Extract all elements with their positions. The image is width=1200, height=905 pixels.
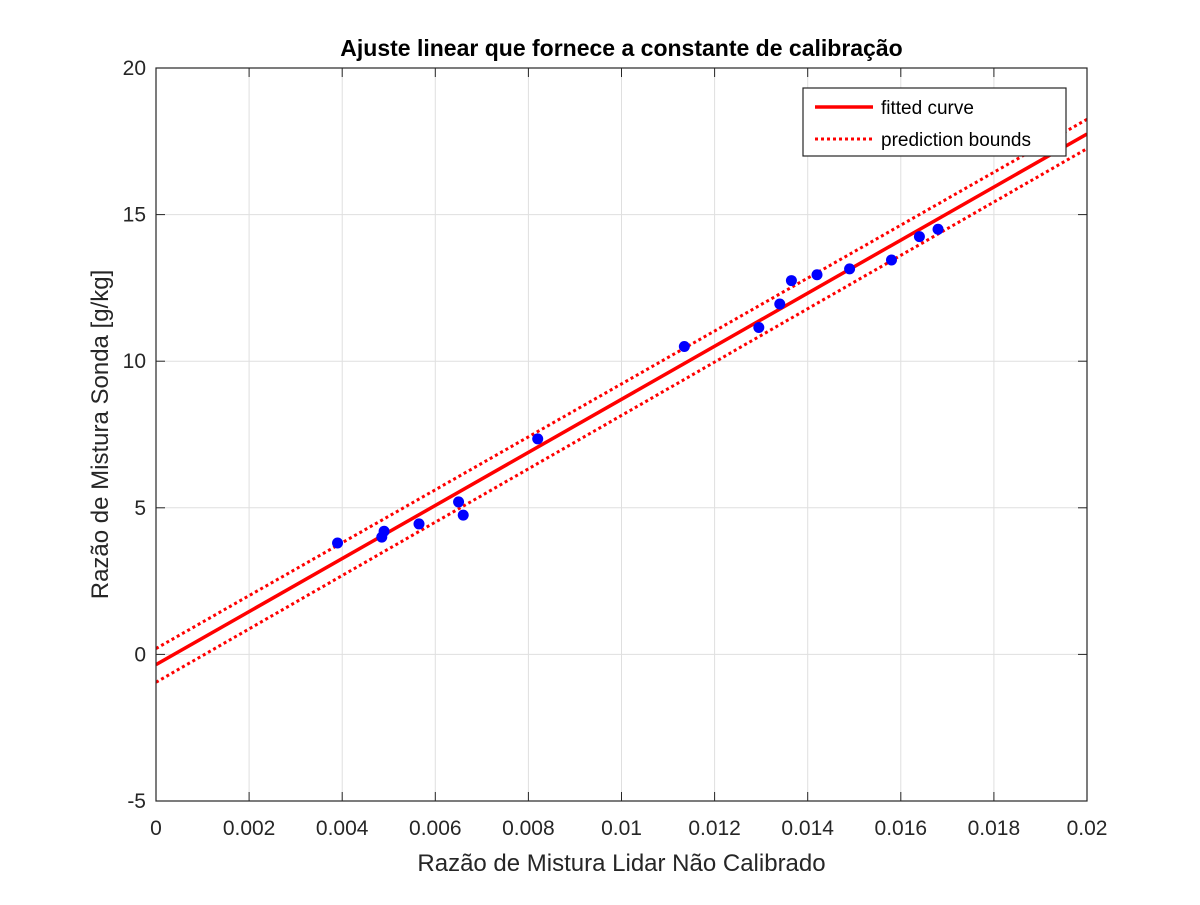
x-tick-label: 0.018 bbox=[968, 817, 1021, 840]
y-tick-label: 20 bbox=[123, 57, 146, 80]
y-tick-label: 0 bbox=[134, 643, 146, 666]
data-point bbox=[413, 518, 425, 530]
x-tick-label: 0.01 bbox=[601, 817, 642, 840]
y-tick-label: 15 bbox=[123, 204, 146, 227]
data-point bbox=[453, 496, 465, 508]
data-point bbox=[932, 223, 944, 235]
x-tick-label: 0 bbox=[150, 817, 162, 840]
x-tick-label: 0.016 bbox=[875, 817, 928, 840]
y-tick-label: -5 bbox=[127, 790, 146, 813]
data-point bbox=[332, 537, 344, 549]
y-tick-label: 10 bbox=[123, 350, 146, 373]
x-tick-label: 0.004 bbox=[316, 817, 369, 840]
data-point bbox=[844, 263, 856, 275]
legend-label: fitted curve bbox=[881, 98, 974, 119]
legend: fitted curve prediction bounds bbox=[802, 87, 1067, 157]
fitted-curve-line bbox=[156, 132, 1087, 667]
y-axis-label: Razão de Mistura Sonda [g/kg] bbox=[87, 270, 114, 600]
data-point bbox=[532, 433, 544, 445]
x-axis-label: Razão de Mistura Lidar Não Calibrado bbox=[417, 850, 825, 877]
y-tick-label: 5 bbox=[134, 497, 146, 520]
data-point bbox=[457, 509, 469, 521]
x-tick-label: 0.02 bbox=[1067, 817, 1108, 840]
data-point bbox=[913, 231, 925, 243]
data-point bbox=[753, 321, 765, 333]
x-tick-label: 0.006 bbox=[409, 817, 462, 840]
prediction-bound-line bbox=[156, 147, 1087, 684]
ticks: 0 0.002 0.004 0.006 0.008 0.01 0.012 0.014 0.016… bbox=[123, 57, 1108, 840]
x-tick-label: 0.002 bbox=[223, 817, 276, 840]
x-tick-label: 0.008 bbox=[502, 817, 555, 840]
series-layer bbox=[156, 118, 1087, 684]
data-point bbox=[378, 525, 390, 537]
x-tick-label: 0.012 bbox=[688, 817, 741, 840]
data-point bbox=[811, 269, 823, 281]
chart-title: Ajuste linear que fornece a constante de… bbox=[340, 35, 902, 61]
data-point bbox=[774, 298, 786, 310]
legend-box bbox=[802, 87, 1067, 157]
data-point bbox=[885, 254, 897, 266]
data-point bbox=[785, 275, 797, 287]
x-tick-label: 0.014 bbox=[781, 817, 834, 840]
legend-label: prediction bounds bbox=[881, 130, 1031, 151]
data-point bbox=[678, 341, 690, 353]
prediction-bound-line bbox=[156, 118, 1087, 650]
